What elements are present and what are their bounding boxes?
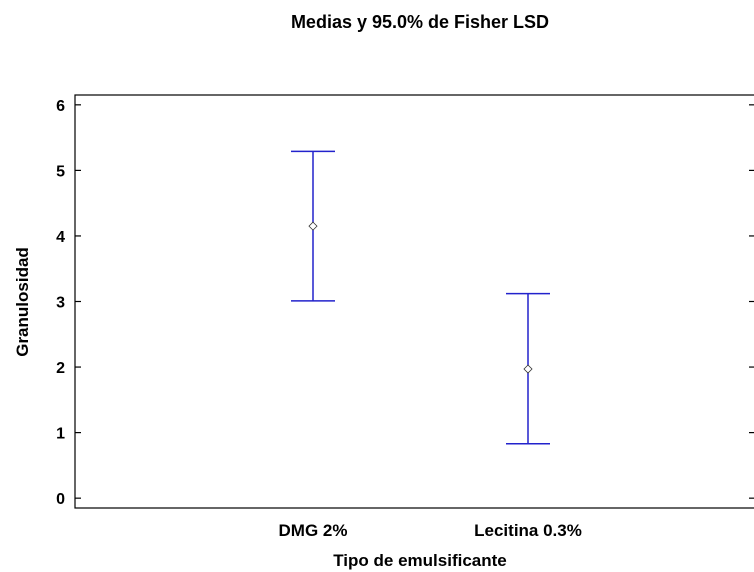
y-tick-label: 1 (56, 426, 65, 443)
interval-1 (506, 292, 550, 445)
y-tick-label: 3 (56, 295, 65, 312)
x-axis-label: Tipo de emulsificante (333, 551, 507, 570)
mean-marker (308, 221, 318, 231)
y-tick-label: 2 (56, 360, 65, 377)
intervals (291, 150, 550, 445)
x-axis: DMG 2% Lecitina 0.3% (279, 521, 582, 540)
plot-area (74, 94, 754, 509)
category-label: Lecitina 0.3% (474, 521, 582, 540)
y-tick-label: 4 (56, 229, 65, 246)
y-axis-label: Granulosidad (13, 247, 32, 357)
y-tick-label: 5 (56, 163, 65, 180)
interval-0 (291, 150, 335, 302)
category-label: DMG 2% (279, 521, 348, 540)
plot-frame (74, 94, 754, 509)
y-tick-label: 0 (56, 491, 65, 508)
mean-marker (523, 364, 533, 374)
y-tick-label: 6 (56, 98, 65, 115)
y-axis: 0 1 2 3 4 5 6 (56, 98, 754, 508)
chart-title: Medias y 95.0% de Fisher LSD (291, 12, 549, 32)
